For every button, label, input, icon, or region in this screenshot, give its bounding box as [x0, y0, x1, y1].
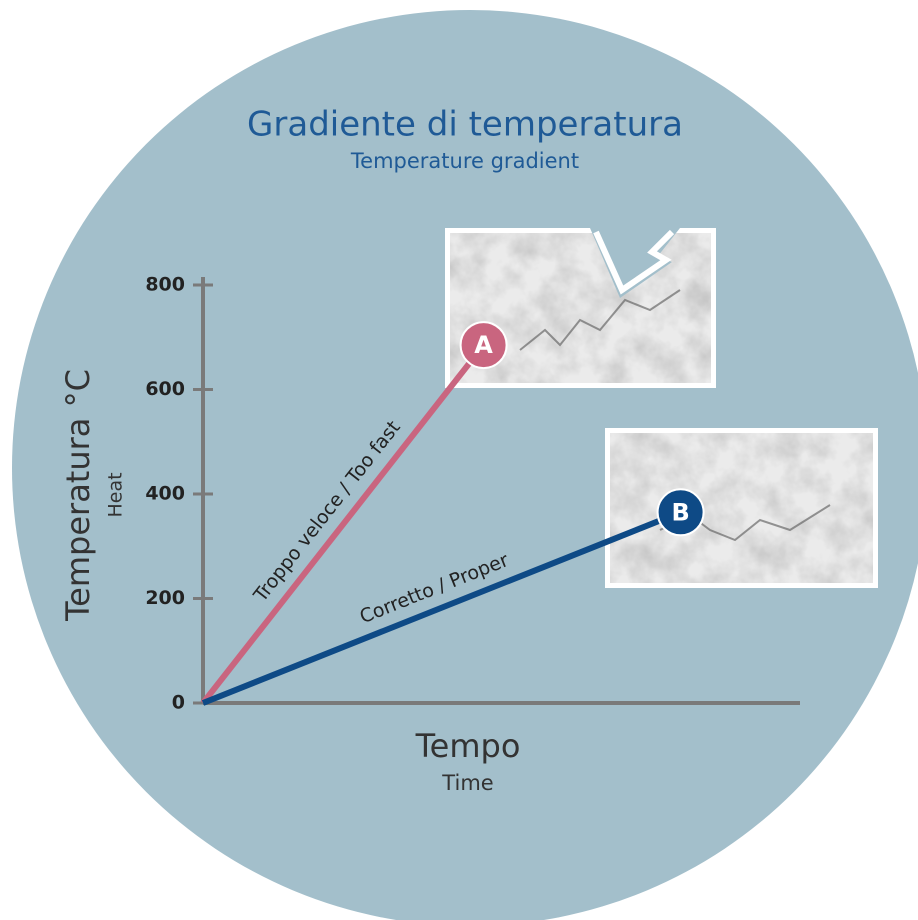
page: {"chart_data": { "type": "line", "title"… — [0, 0, 918, 920]
y-tick-label: 600 — [145, 378, 185, 400]
y-tick-label: 200 — [145, 587, 185, 609]
y-tick-label: 0 — [172, 692, 185, 714]
chart-title: Gradiente di temperatura — [247, 105, 683, 145]
x-axis-subtitle: Time — [441, 771, 493, 795]
marble-b — [605, 428, 878, 588]
chart: Gradiente di temperatura Temperature gra… — [0, 0, 918, 920]
point-label: B — [671, 498, 689, 526]
y-tick-label: 400 — [145, 483, 185, 505]
point-label: A — [474, 331, 493, 359]
chart-subtitle: Temperature gradient — [350, 149, 579, 173]
y-tick-label: 800 — [145, 274, 185, 296]
x-axis-title: Tempo — [415, 727, 521, 765]
y-axis-title: Temperatura °C — [59, 369, 97, 622]
y-axis-subtitle: Heat — [105, 472, 127, 517]
